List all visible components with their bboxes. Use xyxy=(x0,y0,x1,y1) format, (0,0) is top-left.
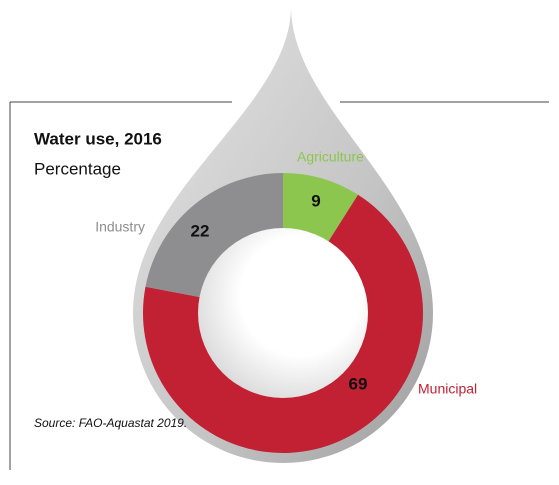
donut xyxy=(142,173,423,453)
value-label: 22 xyxy=(191,221,210,240)
donut-slice xyxy=(145,173,283,298)
donut-hole xyxy=(198,228,368,398)
category-label: Municipal xyxy=(418,381,477,397)
labels: Agriculture 9 Municipal 69 Industry 22 xyxy=(95,149,477,397)
source-note: Source: FAO-Aquastat 2019. xyxy=(34,416,187,430)
chart-subtitle: Percentage xyxy=(34,159,121,178)
value-label: 9 xyxy=(311,191,320,210)
value-label: 69 xyxy=(349,374,368,393)
chart-title: Water use, 2016 xyxy=(34,129,162,148)
donut-slice xyxy=(283,173,359,243)
category-label: Agriculture xyxy=(297,149,364,165)
category-label: Industry xyxy=(95,219,145,235)
donut-slice xyxy=(142,194,423,453)
